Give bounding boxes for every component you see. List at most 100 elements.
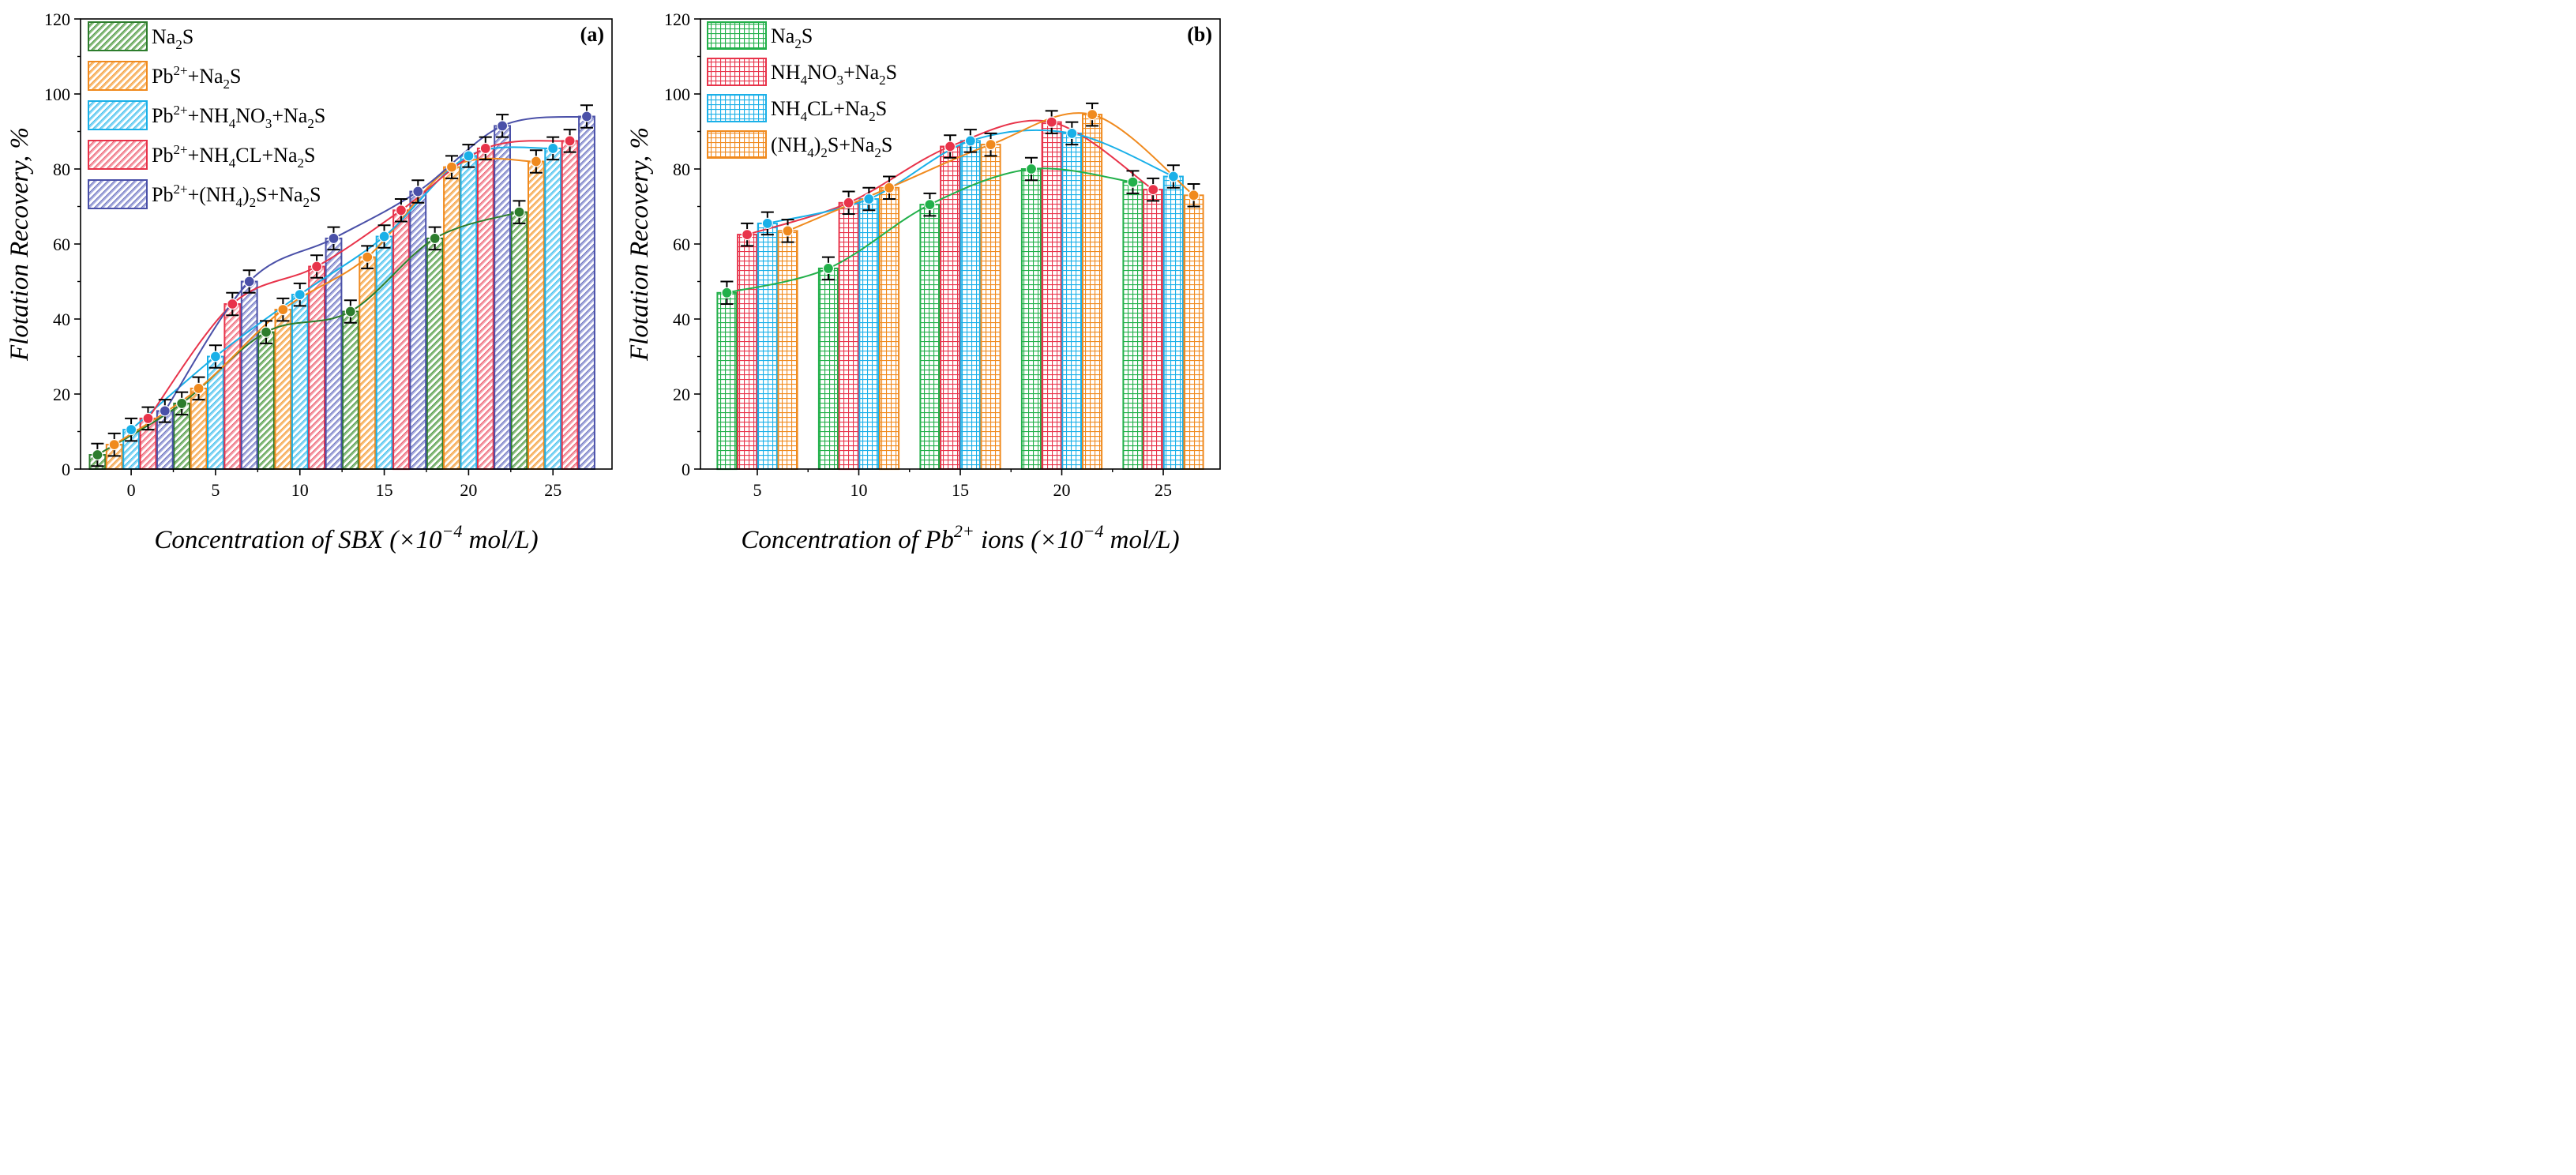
bar — [528, 160, 545, 470]
data-point — [92, 449, 103, 461]
y-axis-title: Flotation Recovery, % — [625, 127, 654, 362]
data-point — [209, 351, 221, 362]
data-point — [176, 397, 188, 409]
x-tick-label: 10 — [850, 480, 867, 500]
legend-swatch — [88, 179, 148, 209]
y-tick-label: 100 — [44, 84, 70, 104]
legend-swatch — [88, 21, 148, 51]
data-point — [564, 135, 576, 147]
data-point — [496, 120, 509, 132]
bar — [409, 190, 427, 470]
y-tick-label: 80 — [673, 160, 690, 179]
x-tick-label: 10 — [291, 480, 309, 500]
data-point — [883, 182, 896, 193]
data-point — [412, 186, 424, 197]
chart-panel-a: 0 20 40 60 80 100 120 0 5 10 15 20 25 Na2S Pb2++Na2S P… — [6, 9, 613, 554]
legend-label: NH4CL+Na2S — [771, 97, 887, 124]
bar — [510, 211, 528, 470]
x-tick-label: 0 — [127, 480, 136, 500]
legend-label: Pb2++Na2S — [152, 63, 242, 92]
data-point — [1086, 109, 1098, 121]
data-point — [328, 232, 340, 244]
data-point — [193, 382, 205, 394]
legend-swatch — [707, 58, 767, 86]
legend-entry: Pb2++NH4NO3+Na2S — [88, 100, 325, 131]
bar — [1061, 132, 1083, 470]
data-point — [294, 289, 306, 301]
bar — [359, 256, 377, 470]
x-tick-label: 20 — [460, 480, 477, 500]
data-point — [741, 229, 753, 241]
data-point — [964, 135, 977, 147]
data-point — [429, 232, 441, 244]
data-point — [126, 423, 137, 436]
bar — [460, 155, 478, 470]
bar — [443, 166, 460, 470]
legend-swatch — [707, 21, 767, 50]
legend-swatch — [88, 140, 148, 170]
data-point — [513, 206, 525, 218]
panel-label: (a) — [580, 23, 604, 46]
y-tick-label: 60 — [673, 235, 690, 254]
data-point — [843, 197, 854, 208]
legend-label: NH4NO3+Na2S — [771, 61, 897, 88]
data-point — [782, 225, 794, 237]
y-tick-label: 40 — [673, 310, 690, 329]
bar — [240, 280, 258, 470]
bar — [980, 144, 1001, 470]
y-tick-label: 80 — [53, 160, 70, 179]
legend-entry: NH4NO3+Na2S — [707, 58, 897, 88]
data-point — [243, 276, 255, 287]
y-tick-label: 120 — [664, 9, 690, 29]
data-point — [362, 251, 374, 263]
legend-label: Pb2++NH4CL+Na2S — [152, 142, 315, 171]
data-point — [395, 205, 407, 216]
bar — [375, 235, 393, 470]
data-point — [1066, 127, 1078, 139]
data-point — [924, 199, 936, 211]
data-point — [985, 139, 997, 151]
bar — [1183, 194, 1204, 471]
x-tick-label: 25 — [1155, 480, 1172, 500]
x-tick-label: 5 — [753, 480, 761, 500]
data-point — [944, 141, 956, 152]
legend-swatch — [88, 61, 148, 91]
y-tick-label: 100 — [664, 84, 690, 104]
data-point — [479, 142, 491, 154]
bar — [1041, 121, 1062, 470]
legend-label: Na2S — [771, 24, 813, 51]
bar — [737, 234, 758, 470]
data-point — [1046, 116, 1057, 128]
bar — [544, 147, 562, 470]
data-point — [378, 231, 390, 242]
bar — [1020, 168, 1042, 470]
data-point — [530, 156, 543, 167]
data-point — [580, 111, 593, 122]
bar — [578, 115, 595, 470]
bar — [1162, 175, 1184, 470]
legend-entry: NH4CL+Na2S — [707, 94, 887, 124]
y-tick-label: 120 — [44, 9, 70, 29]
bar — [1122, 181, 1143, 470]
data-point — [863, 193, 875, 205]
x-tick-label: 20 — [1053, 480, 1071, 500]
data-point — [1025, 163, 1038, 175]
legend-entry: Pb2++Na2S — [88, 61, 242, 92]
bar — [959, 140, 981, 470]
x-tick-label: 15 — [376, 480, 393, 500]
data-point — [142, 412, 154, 425]
bar — [257, 331, 275, 470]
bar — [392, 209, 410, 471]
data-point — [1127, 176, 1139, 188]
data-point — [822, 262, 835, 274]
legend-entry: Pb2++NH4CL+Na2S — [88, 140, 315, 171]
data-point — [761, 217, 773, 229]
data-point — [277, 304, 289, 316]
legend-entry: Pb2++(NH4)2S+Na2S — [88, 179, 321, 210]
y-tick-label: 40 — [53, 310, 70, 329]
legend-label: (NH4)2S+Na2S — [771, 133, 892, 160]
legend-label: Pb2++(NH4)2S+Na2S — [152, 182, 321, 210]
bar — [291, 294, 309, 470]
bar — [190, 387, 208, 470]
